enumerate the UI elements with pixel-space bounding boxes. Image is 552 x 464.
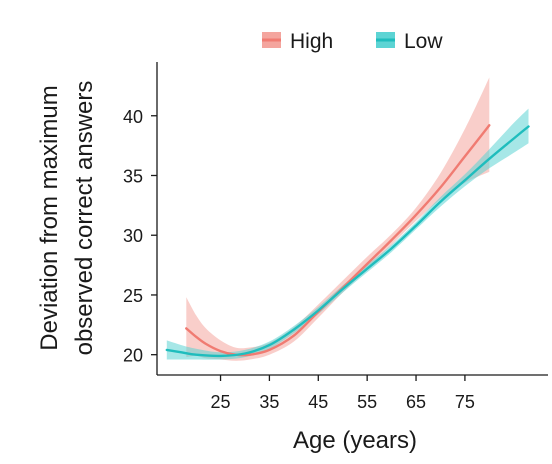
series-line-low [165, 125, 530, 358]
y-axis-title-line-1: Deviation from maximum [36, 85, 63, 350]
legend-item-high: High [262, 30, 333, 53]
y-axis-ticks: 20 25 30 35 40 [123, 107, 157, 366]
legend-label-high: High [290, 30, 333, 53]
x-tick-label: 75 [455, 392, 475, 412]
legend-item-low: Low [376, 30, 443, 53]
confidence-bands [166, 77, 529, 361]
series-lines [165, 124, 530, 358]
x-axis-title: Age (years) [293, 427, 417, 454]
confidence-band-high [186, 77, 490, 361]
y-tick-label: 35 [123, 166, 143, 186]
x-tick-label: 35 [259, 392, 279, 412]
x-axis-ticks: 25 35 45 55 65 75 [211, 375, 475, 412]
x-tick-label: 25 [211, 392, 231, 412]
legend: High Low [262, 30, 443, 53]
series-line-high [185, 124, 491, 357]
x-tick-label: 65 [406, 392, 426, 412]
y-tick-label: 40 [123, 107, 143, 127]
y-tick-label: 25 [123, 286, 143, 306]
x-tick-label: 55 [357, 392, 377, 412]
y-tick-label: 30 [123, 226, 143, 246]
legend-label-low: Low [404, 30, 443, 53]
x-tick-label: 45 [308, 392, 328, 412]
y-axis-title-line-2: observed correct answers [71, 81, 98, 356]
y-tick-label: 20 [123, 346, 143, 366]
